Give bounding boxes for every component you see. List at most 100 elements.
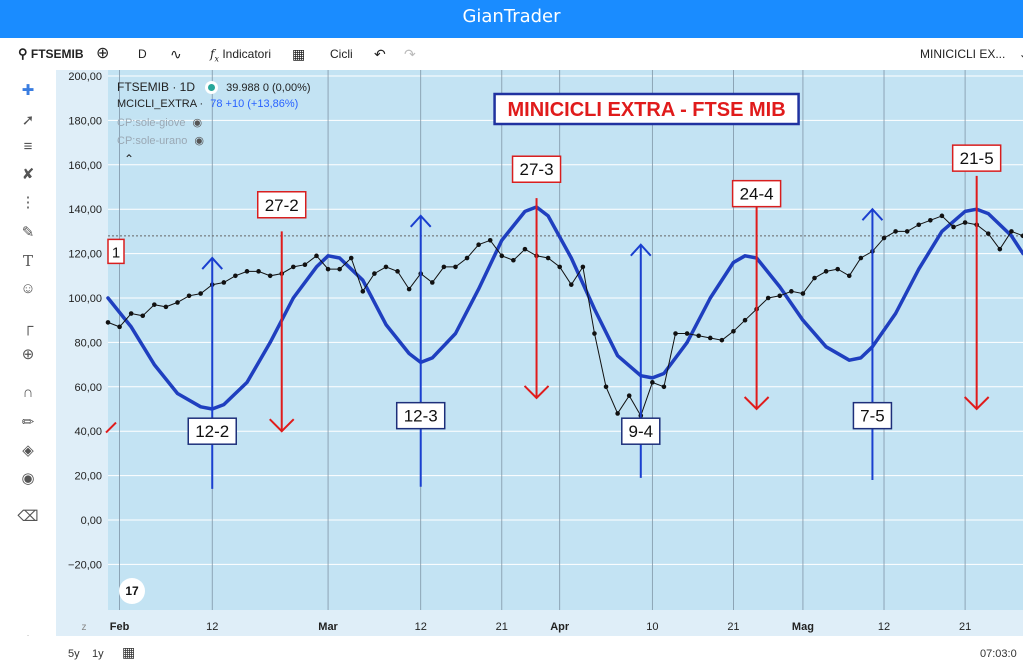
fib-icon[interactable]: ⋮ xyxy=(20,194,36,211)
price-point xyxy=(487,237,493,243)
price-point xyxy=(152,302,157,307)
symbol-search[interactable]: ⚲ FTSEMIB xyxy=(18,38,84,70)
price-chart[interactable]: 200,00180,00160,00140,00120,00100,0080,0… xyxy=(56,70,1023,636)
price-point xyxy=(511,257,516,263)
text-icon[interactable]: T xyxy=(22,252,33,270)
x-tick-label: 12 xyxy=(878,621,890,633)
chart-type-icon[interactable]: ∿ xyxy=(170,46,182,62)
legend-hidden-2[interactable]: CP:sole-urano ◉ xyxy=(117,134,204,147)
range-1y[interactable]: 1y xyxy=(92,648,104,660)
price-point xyxy=(545,255,551,261)
price-point xyxy=(476,242,481,248)
emoji-icon[interactable]: ☺ xyxy=(20,280,36,297)
price-point xyxy=(985,231,991,236)
cycle-arrow-head-up xyxy=(201,256,223,270)
templates-icon[interactable]: ▦ xyxy=(292,46,306,62)
price-point xyxy=(673,331,678,336)
x-tick-label: Mar xyxy=(318,621,338,633)
trash-icon[interactable]: ⌫ xyxy=(17,508,39,525)
ruler-icon[interactable]: ┌ xyxy=(22,318,34,335)
price-point xyxy=(522,246,528,252)
brush-icon[interactable]: ✎ xyxy=(21,224,35,241)
layout-selector[interactable]: MINICICLI EX... ⌄ xyxy=(920,38,1023,70)
price-point xyxy=(175,300,180,305)
cycles-button[interactable]: Cicli xyxy=(330,47,353,61)
y-tick-label: 40,00 xyxy=(74,426,102,438)
price-point xyxy=(731,329,736,334)
cycle-label-text: 27-2 xyxy=(265,196,299,215)
x-tick-label: 21 xyxy=(959,621,971,633)
zoom-icon[interactable]: ⊕ xyxy=(21,346,35,363)
lock-draw-icon[interactable]: ✏ xyxy=(21,414,35,431)
drawing-toolbar: ✚ ➚ ≡ ✘ ⋮ ✎ T ☺ ┌ ⊕ ∩ ✏ ◈ ◉ ⌫ ◈ xyxy=(0,70,57,649)
interval-button[interactable]: D xyxy=(138,47,147,61)
price-point xyxy=(777,293,783,299)
search-icon: ⚲ xyxy=(18,46,28,61)
indicators-button[interactable]: fx Indicatori xyxy=(210,38,271,70)
price-point xyxy=(928,218,933,223)
price-point xyxy=(719,337,725,343)
y-tick-label: 140,00 xyxy=(68,204,102,216)
x-tick-label: Apr xyxy=(550,621,570,633)
magnet-icon[interactable]: ∩ xyxy=(22,384,34,401)
legend-hidden-1[interactable]: CP:sole-giove ◉ xyxy=(117,116,202,129)
price-point xyxy=(221,280,227,285)
price-point xyxy=(1009,229,1014,234)
unlock-icon[interactable]: ◈ xyxy=(22,442,34,459)
date-range-icon[interactable]: ▦ xyxy=(122,644,136,660)
cycle-label-box xyxy=(187,417,237,445)
price-point xyxy=(256,269,261,274)
price-point xyxy=(904,229,910,234)
bottom-bar: 5y 1y ▦ 07:03:0 xyxy=(0,636,1023,665)
cycle-label-box xyxy=(731,179,782,208)
price-point xyxy=(441,264,447,270)
eye-icon[interactable]: ◉ xyxy=(21,470,35,487)
add-symbol-icon[interactable]: ⊕ xyxy=(96,45,110,62)
cycle-arrow-head-down xyxy=(963,396,990,411)
legend-symbol-text: FTSEMIB · 1D xyxy=(117,80,196,94)
indicator-name: MCICLI_EXTRA · xyxy=(117,98,204,110)
price-point xyxy=(372,271,377,276)
price-point xyxy=(198,291,203,296)
function-icon: fx xyxy=(210,47,219,64)
x-tick-label: 10 xyxy=(646,621,658,633)
y-tick-label: −20,00 xyxy=(68,559,102,571)
price-point xyxy=(626,393,632,398)
chart-title: MINICICLI EXTRA - FTSE MIB xyxy=(508,99,786,121)
y-tick-label: 0,00 xyxy=(81,515,102,527)
hidden-indicator-2: CP:sole-urano xyxy=(117,135,188,147)
crosshair-icon[interactable]: ✚ xyxy=(21,82,35,99)
trend-line-icon[interactable]: ➚ xyxy=(21,112,35,129)
price-point xyxy=(453,264,458,270)
price-point xyxy=(650,380,655,385)
price-point xyxy=(742,317,748,323)
y-tick-label: 80,00 xyxy=(74,337,102,349)
price-point xyxy=(464,255,470,261)
price-point xyxy=(684,331,690,336)
hidden-indicator-1: CP:sole-giove xyxy=(117,117,186,129)
y-tick-label: 120,00 xyxy=(68,249,102,261)
undo-icon[interactable]: ↶ xyxy=(374,46,386,62)
zoom-axis-icon: z xyxy=(82,622,87,633)
cycle-label-text: 27-3 xyxy=(520,160,554,179)
x-tick-label: 21 xyxy=(727,621,739,633)
price-point xyxy=(939,213,945,219)
price-point xyxy=(291,264,296,270)
price-point xyxy=(430,280,435,285)
pattern-icon[interactable]: ✘ xyxy=(21,166,35,183)
cycle-arrow-head-down xyxy=(743,396,770,411)
eye-off-icon: ◉ xyxy=(194,135,204,147)
cycle-label-box xyxy=(256,191,307,219)
price-point xyxy=(893,229,898,234)
y-tick-label: 180,00 xyxy=(68,115,102,127)
price-point xyxy=(951,224,956,230)
horizontal-lines-icon[interactable]: ≡ xyxy=(23,138,33,155)
collapse-legend-icon[interactable]: ⌃ xyxy=(124,152,135,166)
app-title: GianTrader xyxy=(0,0,1023,38)
redo-icon[interactable]: ↷ xyxy=(404,46,416,62)
cycle-arrow-head-up xyxy=(409,214,432,228)
price-point xyxy=(186,293,192,299)
price-point xyxy=(696,333,701,339)
range-5y[interactable]: 5y xyxy=(68,648,80,660)
price-point xyxy=(997,246,1003,252)
